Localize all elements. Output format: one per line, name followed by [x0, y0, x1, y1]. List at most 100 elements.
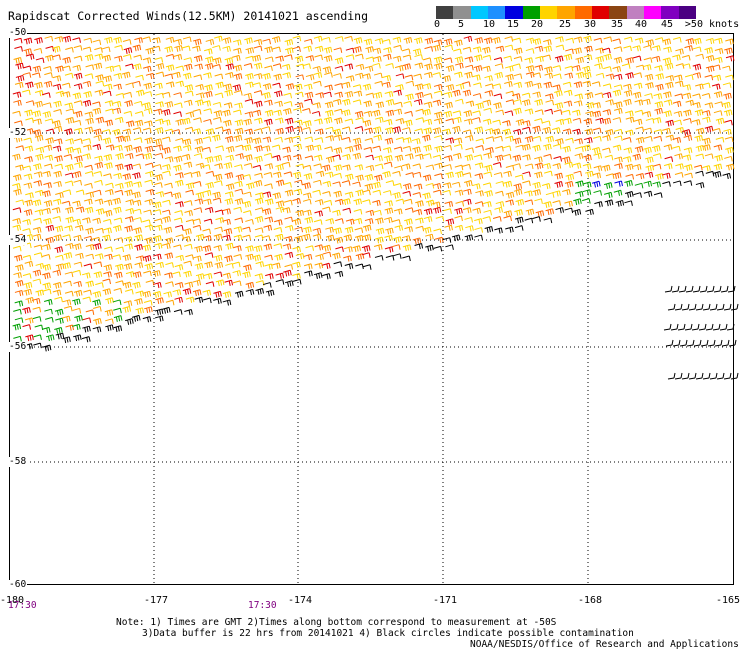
wind-barb [24, 260, 34, 268]
wind-barb [255, 288, 265, 295]
wind-barb [153, 182, 163, 188]
wind-barb [264, 263, 273, 270]
wind-barb [233, 134, 243, 142]
wind-barb [455, 62, 464, 69]
wind-barb [394, 101, 403, 108]
wind-barb [564, 72, 574, 79]
wind-barb [324, 171, 334, 178]
wind-barb [392, 191, 401, 199]
wind-barb [475, 138, 485, 144]
wind-barb [83, 144, 92, 151]
latitude-label: -60 [8, 579, 28, 590]
wind-barb [132, 191, 141, 199]
wind-barb [252, 109, 262, 116]
wind-barb [84, 171, 94, 177]
wind-barb [655, 73, 664, 80]
wind-barb [445, 171, 454, 179]
wind-barb [704, 125, 714, 133]
wind-barb [652, 117, 662, 124]
wind-barb [153, 253, 162, 260]
wind-barb [104, 188, 114, 196]
wind-barb [142, 255, 152, 262]
wind-barb [462, 46, 472, 53]
wind-barb [225, 154, 235, 161]
wind-barb [244, 154, 253, 162]
wind-barb [23, 37, 33, 45]
wind-barb [545, 208, 555, 216]
wind-barb [123, 91, 133, 98]
wind-barb [365, 46, 374, 53]
wind-barb [175, 118, 184, 126]
wind-barb [653, 93, 663, 100]
wind-barb [94, 253, 104, 260]
wind-barb [442, 75, 451, 82]
wind-barb [592, 102, 601, 109]
wind-barb [382, 39, 391, 45]
wind-barb [145, 47, 154, 55]
wind-barb [252, 82, 262, 88]
wind-barb [502, 120, 511, 127]
wind-barb [605, 73, 615, 80]
wind-barb [82, 217, 91, 224]
wind-barb [33, 47, 43, 54]
wind-barb [355, 117, 365, 123]
wind-barb [413, 73, 423, 80]
wind-barb [164, 156, 174, 163]
wind-barb [135, 307, 144, 315]
wind-barb [652, 163, 662, 170]
wind-barb [284, 216, 293, 223]
wind-barb [372, 199, 381, 207]
colorbar-label: 40 [634, 19, 648, 30]
wind-barb [72, 171, 82, 178]
wind-barb [31, 72, 41, 78]
wind-barb [663, 144, 673, 151]
wind-barb [712, 323, 721, 331]
wind-barb [513, 107, 522, 115]
wind-barb [667, 372, 676, 380]
wind-barb [62, 262, 71, 270]
wind-barb [242, 234, 252, 241]
wind-barb [272, 46, 281, 53]
wind-barb [345, 218, 355, 225]
wind-barb [133, 137, 143, 143]
colorbar-swatch [643, 6, 662, 19]
wind-barb [572, 128, 581, 135]
wind-barb [613, 84, 623, 90]
wind-barb [62, 336, 71, 344]
wind-barb [255, 192, 264, 199]
wind-barb [282, 243, 292, 250]
wind-barb [445, 118, 455, 124]
wind-barb [513, 81, 523, 89]
wind-barb [54, 163, 64, 170]
wind-barb [162, 170, 171, 177]
wind-barb [573, 81, 583, 89]
wind-barb [695, 170, 704, 177]
wind-barb [13, 188, 22, 196]
wind-barb [111, 128, 121, 136]
wind-barb [332, 181, 342, 187]
wind-barb [584, 137, 593, 144]
wind-barb [434, 118, 443, 125]
wind-barb [713, 91, 723, 98]
wind-barb [32, 199, 42, 207]
wind-barb [542, 126, 552, 134]
wind-barb [443, 91, 453, 98]
wind-barb [472, 110, 482, 116]
wind-barbs [12, 35, 739, 380]
wind-barb [452, 89, 461, 97]
wind-barb [132, 80, 141, 87]
wind-barb [155, 118, 164, 125]
wind-barb [43, 66, 52, 72]
wind-barb [262, 136, 272, 143]
wind-barb [613, 73, 623, 81]
wind-barb [253, 180, 263, 187]
wind-barb [504, 110, 514, 116]
wind-barb [161, 108, 171, 116]
wind-barb [294, 235, 303, 243]
wind-barb [573, 47, 582, 55]
wind-barb [555, 207, 565, 214]
wind-barb [535, 55, 544, 63]
wind-barb [432, 127, 442, 134]
wind-barb [422, 83, 432, 90]
wind-barb [564, 180, 574, 188]
